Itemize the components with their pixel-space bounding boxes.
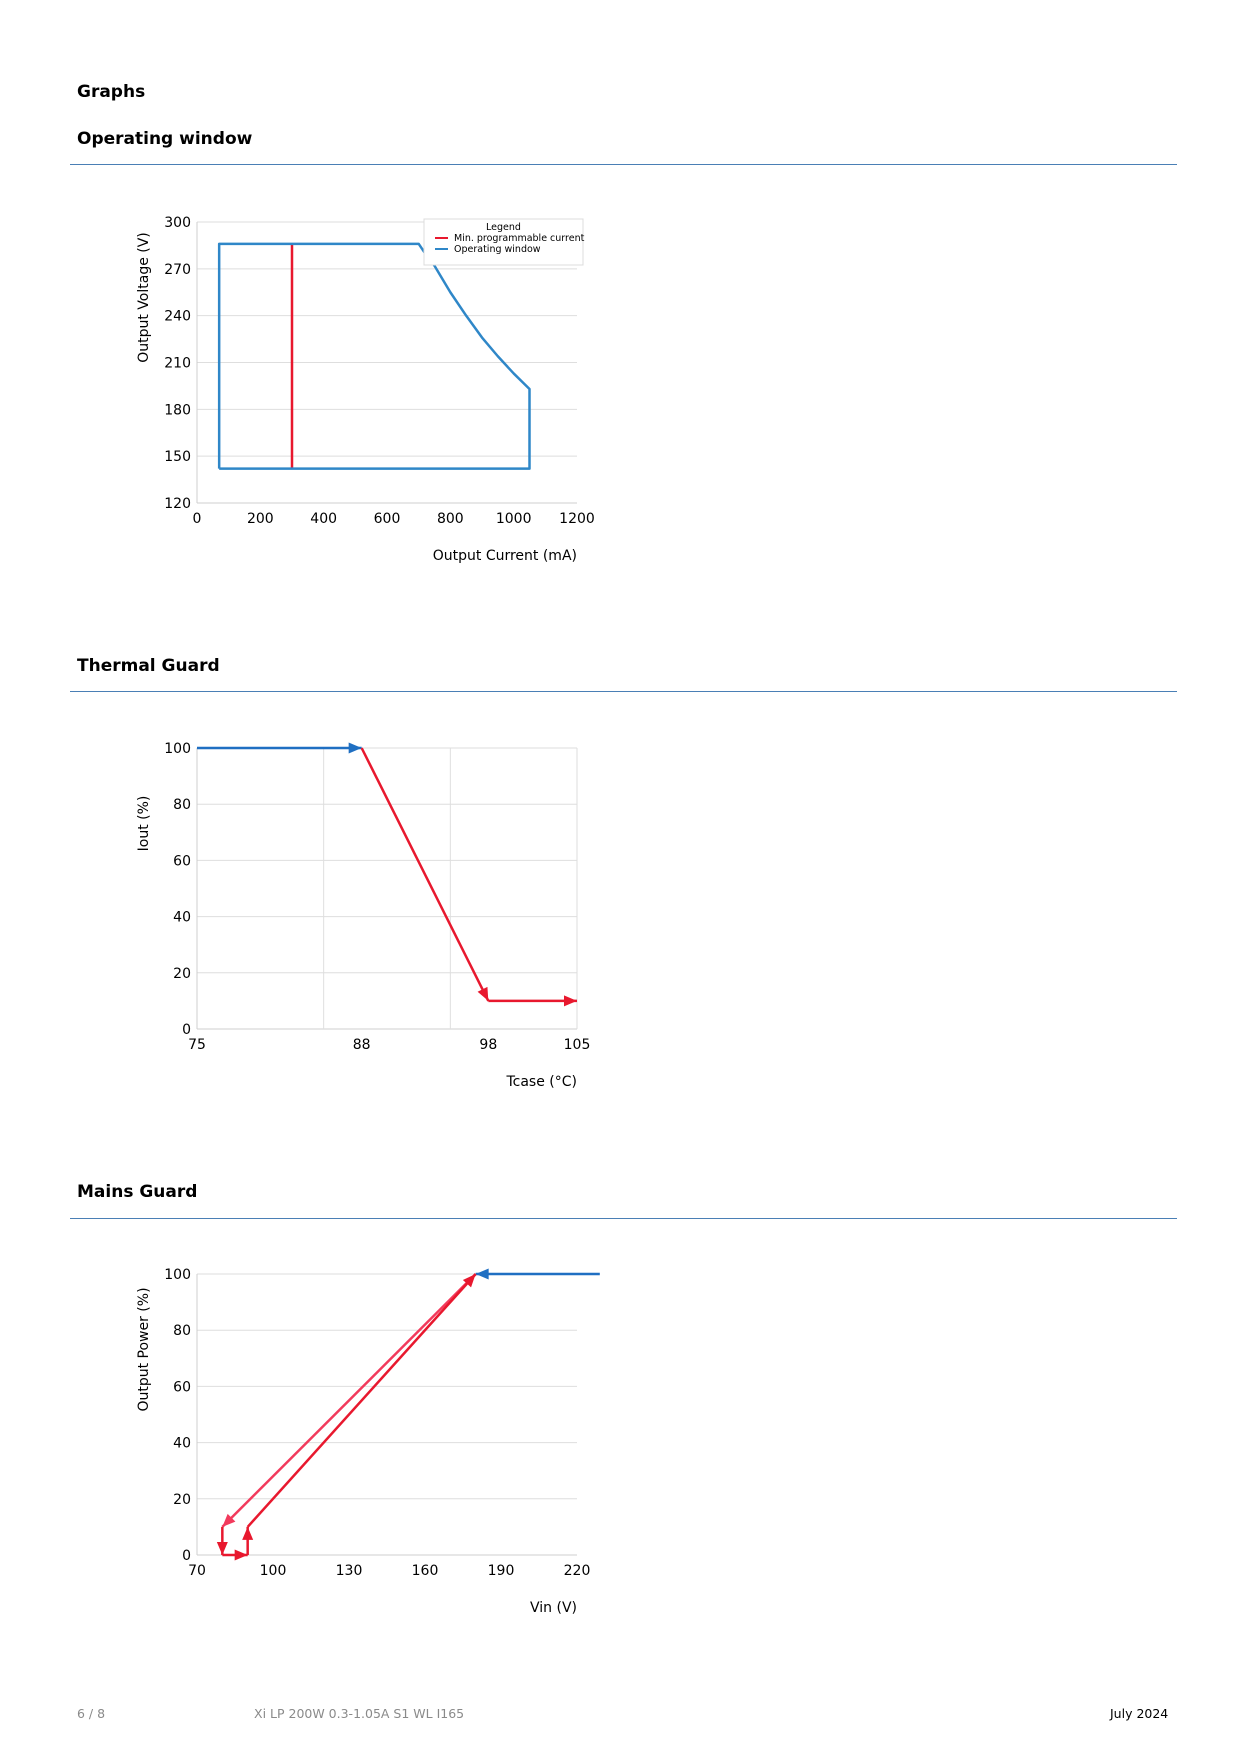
y-tick-label: 180	[164, 402, 191, 418]
x-axis-label: Vin (V)	[530, 1600, 577, 1616]
x-tick-label: 190	[488, 1563, 515, 1579]
y-tick-label: 240	[164, 309, 191, 325]
arrowhead-mark	[348, 742, 362, 754]
y-tick-label: 20	[173, 1492, 191, 1508]
footer-page-number: 6 / 8	[77, 1706, 106, 1721]
legend-item-label: Operating window	[454, 244, 541, 255]
x-tick-label: 88	[353, 1037, 371, 1053]
section-title-operating-window: Operating window	[77, 129, 253, 149]
x-tick-label: 1200	[559, 511, 595, 527]
y-axis-label: Output Voltage (V)	[136, 232, 152, 363]
section-title-mains-guard: Mains Guard	[77, 1182, 198, 1202]
section-divider	[70, 1218, 1177, 1219]
y-tick-label: 80	[173, 1323, 191, 1339]
legend-item-label: Min. programmable current	[454, 233, 585, 244]
x-tick-label: 1000	[496, 511, 532, 527]
x-tick-label: 100	[260, 1563, 287, 1579]
y-tick-label: 210	[164, 356, 191, 372]
x-tick-label: 75	[188, 1037, 206, 1053]
arrowhead-mark	[477, 986, 489, 1001]
series-segment	[360, 747, 490, 1002]
footer-product-name: Xi LP 200W 0.3-1.05A S1 WL I165	[254, 1706, 465, 1721]
arrowhead-mark	[234, 1549, 248, 1561]
y-tick-label: 0	[182, 1548, 191, 1564]
x-tick-label: 600	[374, 511, 401, 527]
series-segment	[221, 1273, 477, 1528]
thermal-guard-chart: 0 20 40 60 80 100 75 88 98 105 Tcase (°C) Iout (%)	[136, 741, 591, 1090]
x-tick-label: 400	[310, 511, 337, 527]
operating-window-chart: 120 150 180 210 240 270 300 0 200 400 600 800 1000 12…	[136, 215, 595, 564]
y-axis-label: Iout (%)	[136, 796, 152, 852]
arrowhead-mark	[564, 995, 577, 1007]
x-tick-label: 800	[437, 511, 464, 527]
footer-date: July 2024	[1110, 1706, 1169, 1721]
x-axis-label: Output Current (mA)	[433, 548, 577, 564]
y-tick-label: 60	[173, 1379, 191, 1395]
x-tick-label: 98	[479, 1037, 497, 1053]
y-tick-label: 100	[164, 1267, 191, 1283]
series-line	[217, 242, 531, 470]
legend-box	[423, 218, 584, 266]
y-tick-label: 150	[164, 449, 191, 465]
x-tick-label: 160	[412, 1563, 439, 1579]
x-tick-label: 105	[564, 1037, 591, 1053]
x-tick-label: 200	[247, 511, 274, 527]
arrowhead-mark	[475, 1268, 489, 1280]
y-tick-label: 20	[173, 966, 191, 982]
x-tick-label: 70	[188, 1563, 206, 1579]
section-title-thermal-guard: Thermal Guard	[77, 656, 220, 676]
arrowhead-mark	[462, 1274, 476, 1288]
x-axis-label: Tcase (°C)	[505, 1074, 577, 1090]
y-tick-label: 270	[164, 262, 191, 278]
x-tick-label: 130	[336, 1563, 363, 1579]
y-tick-label: 300	[164, 215, 191, 231]
page-heading: Graphs	[77, 82, 146, 102]
legend-title: Legend	[486, 222, 521, 233]
y-tick-label: 40	[173, 910, 191, 926]
section-divider	[70, 164, 1177, 165]
y-tick-label: 120	[164, 496, 191, 512]
section-divider	[70, 691, 1177, 692]
y-tick-label: 100	[164, 741, 191, 757]
arrowhead-mark	[242, 1526, 254, 1540]
arrowhead-mark	[216, 1542, 228, 1555]
mains-guard-chart: 0 20 40 60 80 100 70 100 130 160 190 220 Vin (V) Outp…	[136, 1267, 600, 1616]
arrowhead-mark	[222, 1513, 236, 1527]
series-segment	[246, 1273, 477, 1528]
x-tick-label: 220	[564, 1563, 591, 1579]
y-tick-label: 0	[182, 1022, 191, 1038]
y-tick-label: 60	[173, 853, 191, 869]
y-axis-label: Output Power (%)	[136, 1287, 152, 1411]
x-tick-label: 0	[193, 511, 202, 527]
y-tick-label: 80	[173, 797, 191, 813]
y-tick-label: 40	[173, 1436, 191, 1452]
